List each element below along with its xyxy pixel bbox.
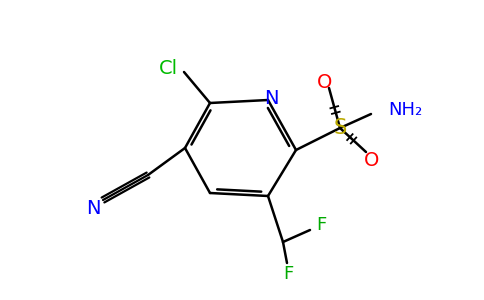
Text: N: N <box>264 88 278 107</box>
Text: S: S <box>333 118 347 138</box>
Text: F: F <box>316 216 326 234</box>
Text: O: O <box>318 73 333 92</box>
Text: NH₂: NH₂ <box>388 101 422 119</box>
Text: O: O <box>364 151 379 169</box>
Text: F: F <box>283 265 293 283</box>
Text: Cl: Cl <box>158 58 178 77</box>
Text: N: N <box>86 199 100 218</box>
